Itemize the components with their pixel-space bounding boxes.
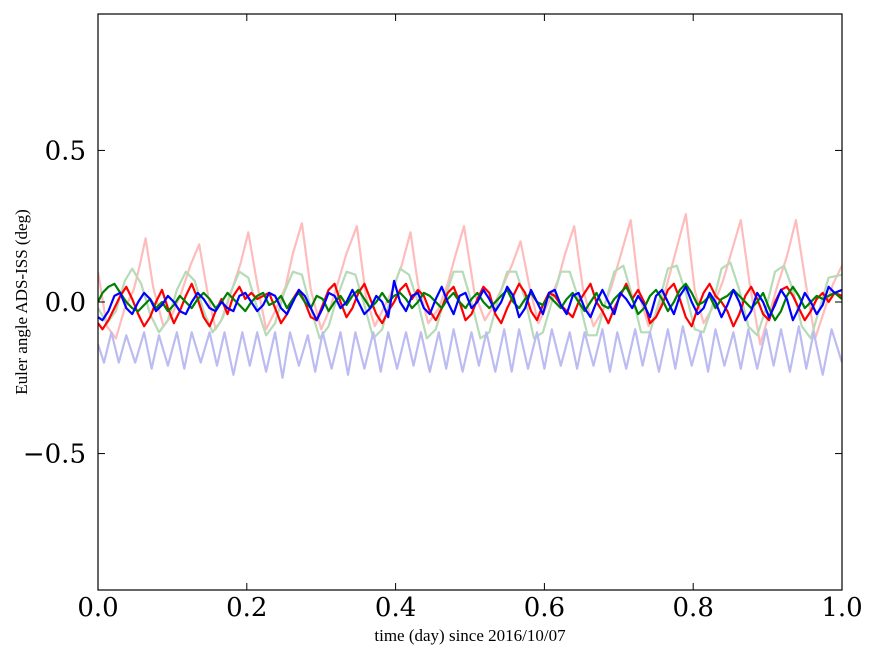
x-tick-label-3: 0.6 [524,593,565,623]
series-line-4 [98,282,842,331]
y-tick-label-0: 0.5 [45,136,86,166]
tick-layer: 0.0 0.2 0.4 0.6 0.8 1.0 0.5 0.0 −0.5 [23,14,863,623]
plot-frame [97,13,843,591]
y-axis-label: Euler angle ADS-ISS (deg) [12,209,31,395]
x-axis-label: time (day) since 2016/10/07 [374,626,566,645]
x-tick-label-2: 0.4 [375,593,416,623]
series-line-6 [98,279,842,322]
x-tick-label-1: 0.2 [226,593,267,623]
y-tick-label-2: −0.5 [23,440,86,470]
x-tick-label-0: 0.0 [77,593,118,623]
x-tick-label-4: 0.8 [673,593,714,623]
series-line-3 [98,325,842,379]
series-layer [98,213,842,379]
y-tick-label-1: 0.0 [45,288,86,318]
x-tick-label-5: 1.0 [821,593,862,623]
